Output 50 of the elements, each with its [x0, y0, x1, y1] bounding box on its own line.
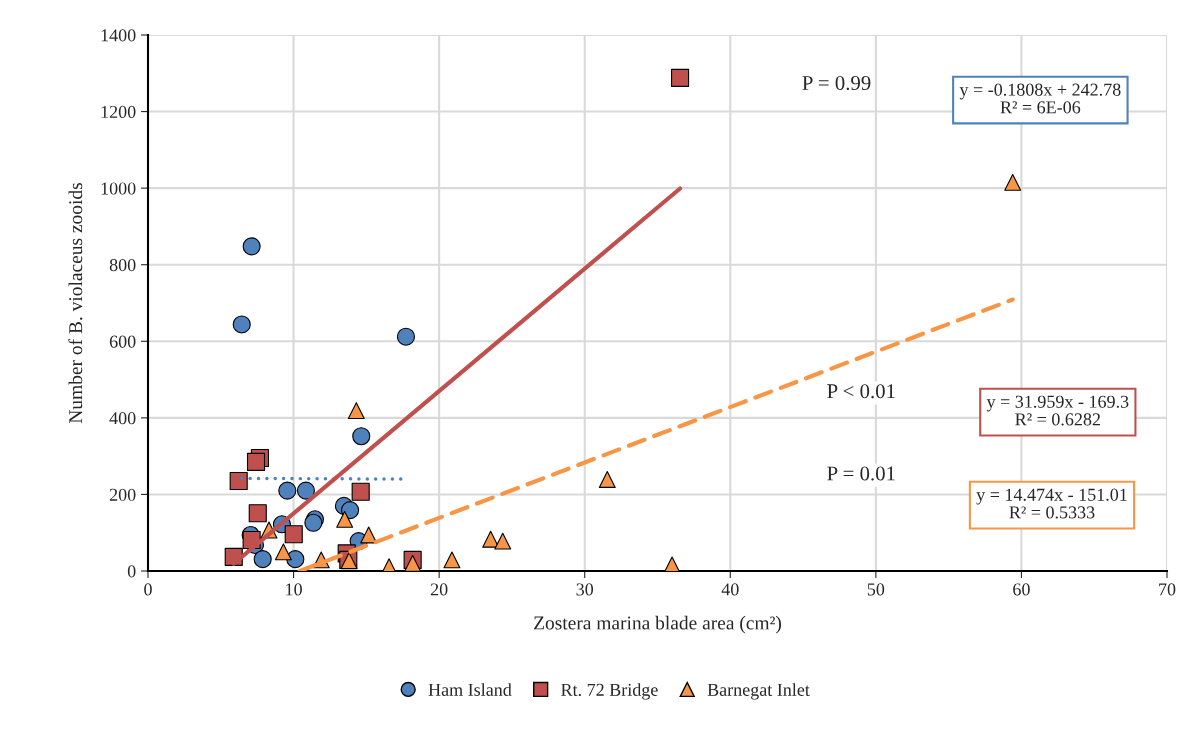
- x-tick-label: 40: [721, 583, 739, 596]
- point: [253, 550, 272, 569]
- point: [443, 551, 461, 569]
- legend-label: Ham Island: [428, 683, 512, 696]
- x-tick-label: 0: [144, 583, 152, 596]
- point: [229, 471, 248, 491]
- point: [284, 525, 303, 544]
- x-tick-label: 10: [286, 583, 302, 596]
- y-tick-label: 1000: [101, 182, 136, 195]
- point: [360, 526, 378, 544]
- annotation: P = 0.99: [802, 75, 871, 91]
- point: [598, 471, 616, 488]
- point: [336, 510, 354, 528]
- point: [278, 481, 297, 500]
- y-tick-label: 0: [127, 565, 136, 578]
- annotation: y = 31.959x - 169.3 R² = 0.6282: [986, 395, 1129, 426]
- annotation: y = 14.474x - 151.01 R² = 0.5333: [976, 488, 1127, 519]
- point: [351, 482, 370, 501]
- point: [396, 327, 416, 346]
- y-tick-label: 400: [109, 412, 136, 425]
- x-tick-label: 30: [576, 583, 594, 596]
- point: [246, 452, 266, 471]
- x-axis-title: Zostera marina blade area (cm²): [534, 615, 782, 634]
- x-tick-label: 50: [867, 583, 885, 596]
- point: [482, 530, 500, 548]
- point: [274, 543, 292, 561]
- annotation: P = 0.01: [827, 466, 895, 481]
- x-tick-label: 20: [430, 583, 448, 596]
- annotation: P < 0.01: [827, 384, 895, 399]
- point: [296, 481, 316, 500]
- legend-label: Barnegat Inlet: [707, 683, 810, 700]
- y-axis-title: Number of B. violaceus zooids: [68, 183, 83, 424]
- y-tick-label: 800: [109, 258, 136, 272]
- point: [232, 315, 251, 334]
- y-tick-label: 1200: [101, 105, 136, 119]
- point: [671, 68, 690, 87]
- x-tick-label: 60: [1013, 583, 1030, 596]
- point: [404, 554, 422, 571]
- y-tick-label: 1400: [101, 29, 136, 42]
- point: [1004, 173, 1022, 191]
- point: [347, 402, 365, 420]
- legend-label: Rt. 72 Bridge: [561, 683, 658, 700]
- y-tick-label: 600: [109, 335, 136, 348]
- point: [248, 504, 267, 523]
- annotation: y = -0.1808x + 242.78 R² = 6E-06: [959, 83, 1121, 114]
- point: [352, 427, 371, 446]
- point: [494, 532, 512, 550]
- point: [242, 237, 261, 256]
- x-tick-label: 70: [1159, 583, 1176, 596]
- y-tick-label: 200: [109, 488, 136, 501]
